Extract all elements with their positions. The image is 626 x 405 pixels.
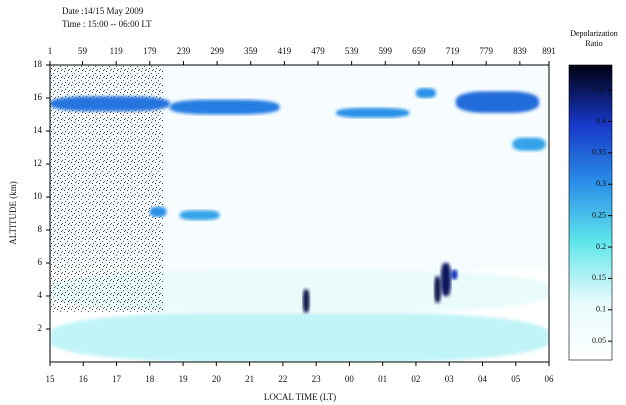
x-tick-label: 21 (245, 374, 254, 384)
x2-tick-label: 479 (311, 46, 325, 56)
depolarization-patch (150, 207, 167, 217)
colorbar-tick-label: 0.2 (596, 242, 606, 251)
y-tick-label: 2 (38, 323, 43, 333)
colorbar-tick-label: 0.15 (592, 273, 606, 282)
y-tick-label: 12 (33, 158, 42, 168)
x2-tick-label: 659 (412, 46, 426, 56)
depolarization-patch (303, 289, 310, 312)
y-tick-label: 16 (33, 92, 43, 102)
y-tick-label: 14 (33, 125, 43, 135)
x-tick-label: 16 (79, 374, 89, 384)
x2-tick-label: 419 (278, 46, 292, 56)
x-tick-label: 18 (145, 374, 155, 384)
plot-area (50, 65, 549, 362)
depolarization-patch (416, 88, 436, 98)
y-axis-label: ALTITUDE (km) (8, 181, 18, 244)
x2-tick-label: 239 (177, 46, 191, 56)
x-tick-label: 02 (411, 374, 420, 384)
colorbar-tick-label: 0.4 (596, 116, 606, 125)
x-tick-label: 19 (179, 374, 189, 384)
colorbar-tick-label: 0.1 (596, 305, 606, 314)
colorbar-tick-label: 0.05 (592, 336, 606, 345)
depolarization-patch (50, 96, 170, 111)
x2-tick-label: 119 (110, 46, 124, 56)
x-tick-label: 03 (445, 374, 455, 384)
x-tick-label: 06 (545, 374, 555, 384)
depolarization-patch (441, 263, 451, 296)
colorbar-tick-label: 0.3 (596, 179, 606, 188)
x-tick-label: 17 (112, 374, 122, 384)
depolarization-patch (512, 138, 545, 151)
y-tick-label: 18 (33, 59, 43, 69)
x-tick-label: 00 (345, 374, 355, 384)
x2-tick-label: 59 (78, 46, 88, 56)
time-text: Time : 15:00 -- 06:00 LT (62, 19, 152, 29)
y-tick-label: 8 (38, 224, 43, 234)
colorbar-label: Depolarization Ratio (562, 29, 626, 49)
date-text: Date :14/15 May 2009 (62, 6, 144, 16)
x2-tick-label: 299 (210, 46, 224, 56)
x2-tick-label: 599 (379, 46, 393, 56)
depolarization-patch (180, 210, 220, 220)
x-tick-label: 04 (478, 374, 488, 384)
y-tick-label: 4 (38, 290, 43, 300)
x2-tick-label: 719 (446, 46, 460, 56)
depolarization-patch (170, 100, 280, 115)
x-tick-label: 05 (511, 374, 521, 384)
y-tick-label: 6 (38, 257, 43, 267)
colorbar-tick-label: 0.45 (592, 85, 606, 94)
colorbar-label-box: Depolarization Ratio (562, 29, 626, 59)
x-axis-label: LOCAL TIME (LT) (264, 392, 336, 402)
chart: Date :14/15 May 2009 Time : 15:00 -- 06:… (0, 0, 626, 405)
page: Date :14/15 May 2009 Time : 15:00 -- 06:… (0, 0, 626, 405)
x2-tick-label: 539 (345, 46, 359, 56)
y-tick-label: 10 (33, 191, 43, 201)
x2-tick-label: 839 (513, 46, 527, 56)
x2-tick-label: 779 (479, 46, 493, 56)
colorbar-tick-label: 0.25 (592, 210, 606, 219)
x2-tick-label: 179 (143, 46, 157, 56)
colorbar-tick-label: 0.35 (592, 148, 606, 157)
x-tick-label: 23 (312, 374, 322, 384)
depolarization-patch (336, 108, 409, 118)
x2-tick-label: 359 (244, 46, 258, 56)
x2-tick-label: 891 (542, 46, 556, 56)
x-tick-label: 22 (278, 374, 287, 384)
x2-tick-label: 1 (48, 46, 53, 56)
x-tick-label: 15 (46, 374, 56, 384)
x-tick-label: 20 (212, 374, 222, 384)
depolarization-patch (434, 276, 441, 302)
depolarization-patch (50, 313, 549, 363)
x-tick-label: 01 (378, 374, 387, 384)
depolarization-patch (456, 91, 539, 112)
depolarization-patch (451, 270, 458, 280)
